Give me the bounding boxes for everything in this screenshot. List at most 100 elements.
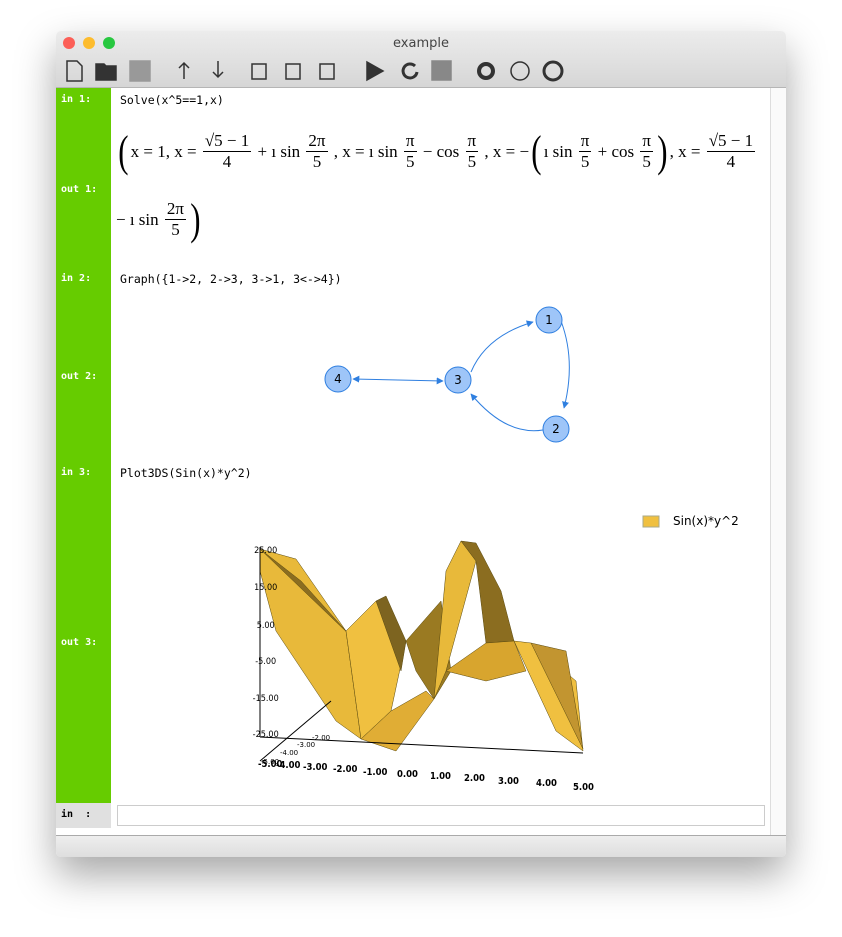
zoom-button[interactable]: [103, 37, 115, 49]
x-tick-label: -3.00: [303, 761, 327, 773]
new-icon[interactable]: [66, 60, 83, 82]
math-text: + ı sin: [253, 141, 305, 161]
x-tick-label: 2.00: [464, 772, 485, 784]
x-tick-label: -5.00: [258, 758, 282, 770]
z-tick-label: 5.00: [257, 621, 275, 632]
numerator: π: [465, 131, 479, 152]
denominator: 4: [726, 152, 736, 171]
run-icon[interactable]: [366, 60, 385, 82]
math-text: − ı sin: [116, 209, 163, 229]
toolbar: [63, 37, 564, 82]
math-text: , x = −: [480, 141, 530, 161]
up-icon[interactable]: [178, 61, 190, 79]
insert-above-icon[interactable]: [251, 63, 267, 80]
math-text: x = 1, x =: [130, 141, 201, 161]
paren: (: [118, 127, 129, 176]
insert-below-icon[interactable]: [285, 63, 301, 80]
minimize-button[interactable]: [83, 37, 95, 49]
cell-input: Plot3DS(Sin(x)*y^2): [120, 466, 252, 480]
numerator: 2π: [164, 199, 186, 220]
z-tick-label: 15.00: [254, 583, 277, 594]
math-text: + cos: [593, 141, 639, 161]
out-label: out 1:: [61, 184, 98, 195]
z-tick-label: -25.00: [253, 730, 279, 741]
z-tick-label: -15.00: [253, 694, 279, 705]
help-icon[interactable]: [510, 61, 530, 81]
paren: ): [190, 195, 201, 244]
prompt-label: in :: [61, 809, 92, 820]
denominator: 5: [312, 152, 322, 171]
numerator: √5 − 1: [706, 131, 756, 152]
fraction: 2π 5: [164, 199, 186, 240]
window-title: example: [393, 36, 449, 51]
numerator: 2π: [306, 131, 328, 152]
math-text: ı sin: [543, 141, 577, 161]
legend-label: Sin(x)*y^2: [673, 514, 739, 528]
numerator: π: [640, 131, 653, 152]
scrollbar[interactable]: [770, 88, 786, 835]
out-label: out 2:: [61, 371, 98, 382]
paren: (: [531, 127, 542, 176]
delete-cell-icon[interactable]: [319, 63, 335, 80]
numerator: √5 − 1: [202, 131, 252, 152]
x-tick-label: 3.00: [498, 775, 519, 787]
fraction: 2π 5: [306, 131, 328, 172]
restart-icon[interactable]: [401, 62, 419, 80]
x-tick-label: 1.00: [430, 770, 451, 782]
x-tick-label: -2.00: [333, 763, 357, 775]
in-label: in 2:: [61, 273, 92, 284]
denominator: 5: [467, 152, 477, 171]
math-text: , x = ı sin: [329, 141, 402, 161]
x-tick-label: -4.00: [276, 759, 300, 771]
x-tick-label: 5.00: [573, 781, 594, 793]
legend-swatch: [642, 515, 660, 528]
support-icon[interactable]: [542, 60, 564, 82]
math-text: , x =: [669, 141, 705, 161]
y-tick-label: -2.00: [312, 734, 330, 742]
denominator: 5: [642, 152, 651, 171]
x-tick-label: 4.00: [536, 777, 557, 789]
open-icon[interactable]: [95, 63, 117, 81]
denominator: 4: [222, 152, 232, 171]
numerator: π: [578, 131, 592, 152]
x-tick-label: -1.00: [363, 766, 387, 778]
x-tick-label: 0.00: [397, 768, 418, 780]
math-line: − ı sin 2π 5): [116, 194, 203, 245]
y-tick-label: -3.00: [297, 741, 315, 749]
stop-icon[interactable]: [431, 60, 452, 81]
z-tick-label: 25.00: [254, 546, 277, 557]
in-label: in 1:: [61, 94, 92, 105]
save-icon[interactable]: [129, 60, 151, 82]
settings-icon[interactable]: [477, 62, 495, 80]
cell-input: Graph({1->2, 2->3, 3->1, 3<->4}): [120, 272, 342, 286]
denominator: 5: [171, 220, 180, 239]
y-tick-label: -4.00: [280, 749, 298, 757]
title-bar: example: [56, 31, 786, 88]
input-box[interactable]: [117, 805, 765, 826]
prompt-area: in :: [56, 803, 111, 828]
close-button[interactable]: [63, 37, 75, 49]
denominator: 5: [580, 152, 590, 171]
in-label: in 3:: [61, 467, 92, 478]
status-bar: [56, 835, 786, 857]
math-text: − cos: [418, 141, 464, 161]
z-tick-label: -5.00: [255, 657, 276, 668]
label-column: [56, 88, 111, 803]
cell-input: Solve(x^5==1,x): [120, 93, 224, 107]
denominator: 5: [405, 152, 415, 171]
numerator: π: [403, 131, 417, 152]
paren: ): [657, 127, 668, 176]
out-label: out 3:: [61, 637, 98, 648]
down-icon[interactable]: [212, 61, 224, 79]
plot-output: Sin(x)*y^2 25.00 15.00 5.00 -5.00 -15.00 -25.0…: [253, 514, 739, 793]
y-tick-label: -5.00: [261, 758, 279, 766]
